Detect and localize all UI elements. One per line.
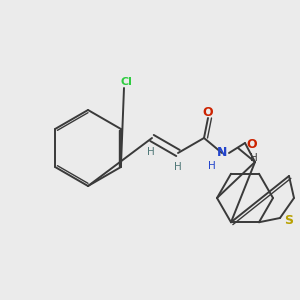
Text: Cl: Cl	[120, 77, 132, 87]
Text: H: H	[208, 161, 216, 171]
Text: H: H	[147, 147, 155, 157]
Text: N: N	[217, 146, 227, 160]
Text: O: O	[247, 137, 257, 151]
Text: H: H	[174, 162, 182, 172]
Text: S: S	[284, 214, 293, 226]
Text: O: O	[203, 106, 213, 119]
Text: H: H	[250, 153, 258, 163]
